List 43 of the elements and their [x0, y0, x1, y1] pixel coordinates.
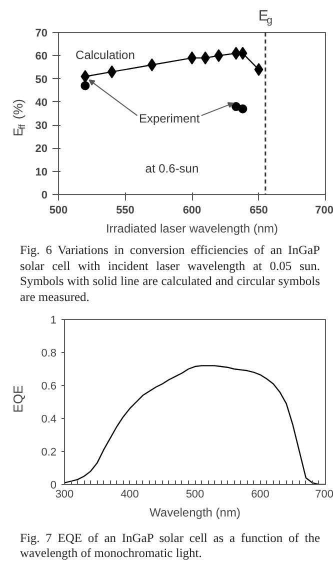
point — [147, 58, 156, 72]
y-tick-label: 1 — [50, 314, 57, 326]
annotation: at 0.6-sun — [145, 162, 199, 176]
y-tick-label: 0.4 — [41, 413, 57, 425]
annotation: Experiment — [138, 111, 200, 126]
x-axis-title: Irradiated laser wavelength (nm) — [106, 222, 278, 236]
x-tick-label: 500 — [49, 204, 68, 216]
x-tick-label: 500 — [186, 488, 204, 500]
point — [254, 63, 264, 76]
x-tick-label: 400 — [120, 488, 139, 500]
y-tick-label: 0 — [50, 479, 57, 491]
point — [238, 104, 248, 114]
point — [200, 51, 210, 64]
point — [107, 65, 116, 78]
y-tick-label: 0.2 — [41, 446, 57, 458]
x-tick-label: 550 — [116, 204, 134, 216]
x-tick-label: 300 — [55, 488, 74, 500]
annotation: Calculation — [76, 48, 135, 62]
y-tick-label: 0 — [41, 190, 48, 202]
y-tick-label: 40 — [35, 96, 48, 109]
y-tick-label: 30 — [35, 120, 48, 132]
y-tick-label: 0.6 — [41, 380, 57, 392]
x-tick-label: 600 — [182, 204, 202, 216]
y-axis-title: EQE — [10, 384, 26, 412]
y-tick-label: 60 — [35, 50, 48, 63]
caption: Fig. 6 Variations in conversion efficiencies of an InGaP solar cell with incident laser wavelength at 0.05 sun. Symbols with solid line are calculated and circular symbols are measured. — [20, 243, 320, 306]
x-axis-title: Wavelength (nm) — [150, 505, 240, 519]
point — [232, 46, 241, 60]
point — [80, 81, 90, 90]
x-tick-label: 600 — [251, 488, 270, 500]
y-tick-label: 70 — [35, 28, 48, 40]
y-tick-label: 10 — [35, 166, 48, 178]
y-tick-label: 20 — [35, 143, 48, 156]
point — [80, 70, 90, 83]
caption: Fig. 7 EQE of an InGaP solar cell as a function of the wavelength of monochromatic light. — [20, 530, 320, 562]
x-tick-label: 650 — [250, 204, 268, 216]
y-axis-title: Eff (%) — [10, 99, 27, 136]
point — [238, 46, 248, 60]
y-tick-label: 0.8 — [41, 347, 57, 359]
x-tick-label: 700 — [315, 204, 333, 216]
x-tick-label: 700 — [315, 488, 333, 500]
point — [214, 49, 224, 62]
y-tick-label: 50 — [35, 74, 48, 86]
